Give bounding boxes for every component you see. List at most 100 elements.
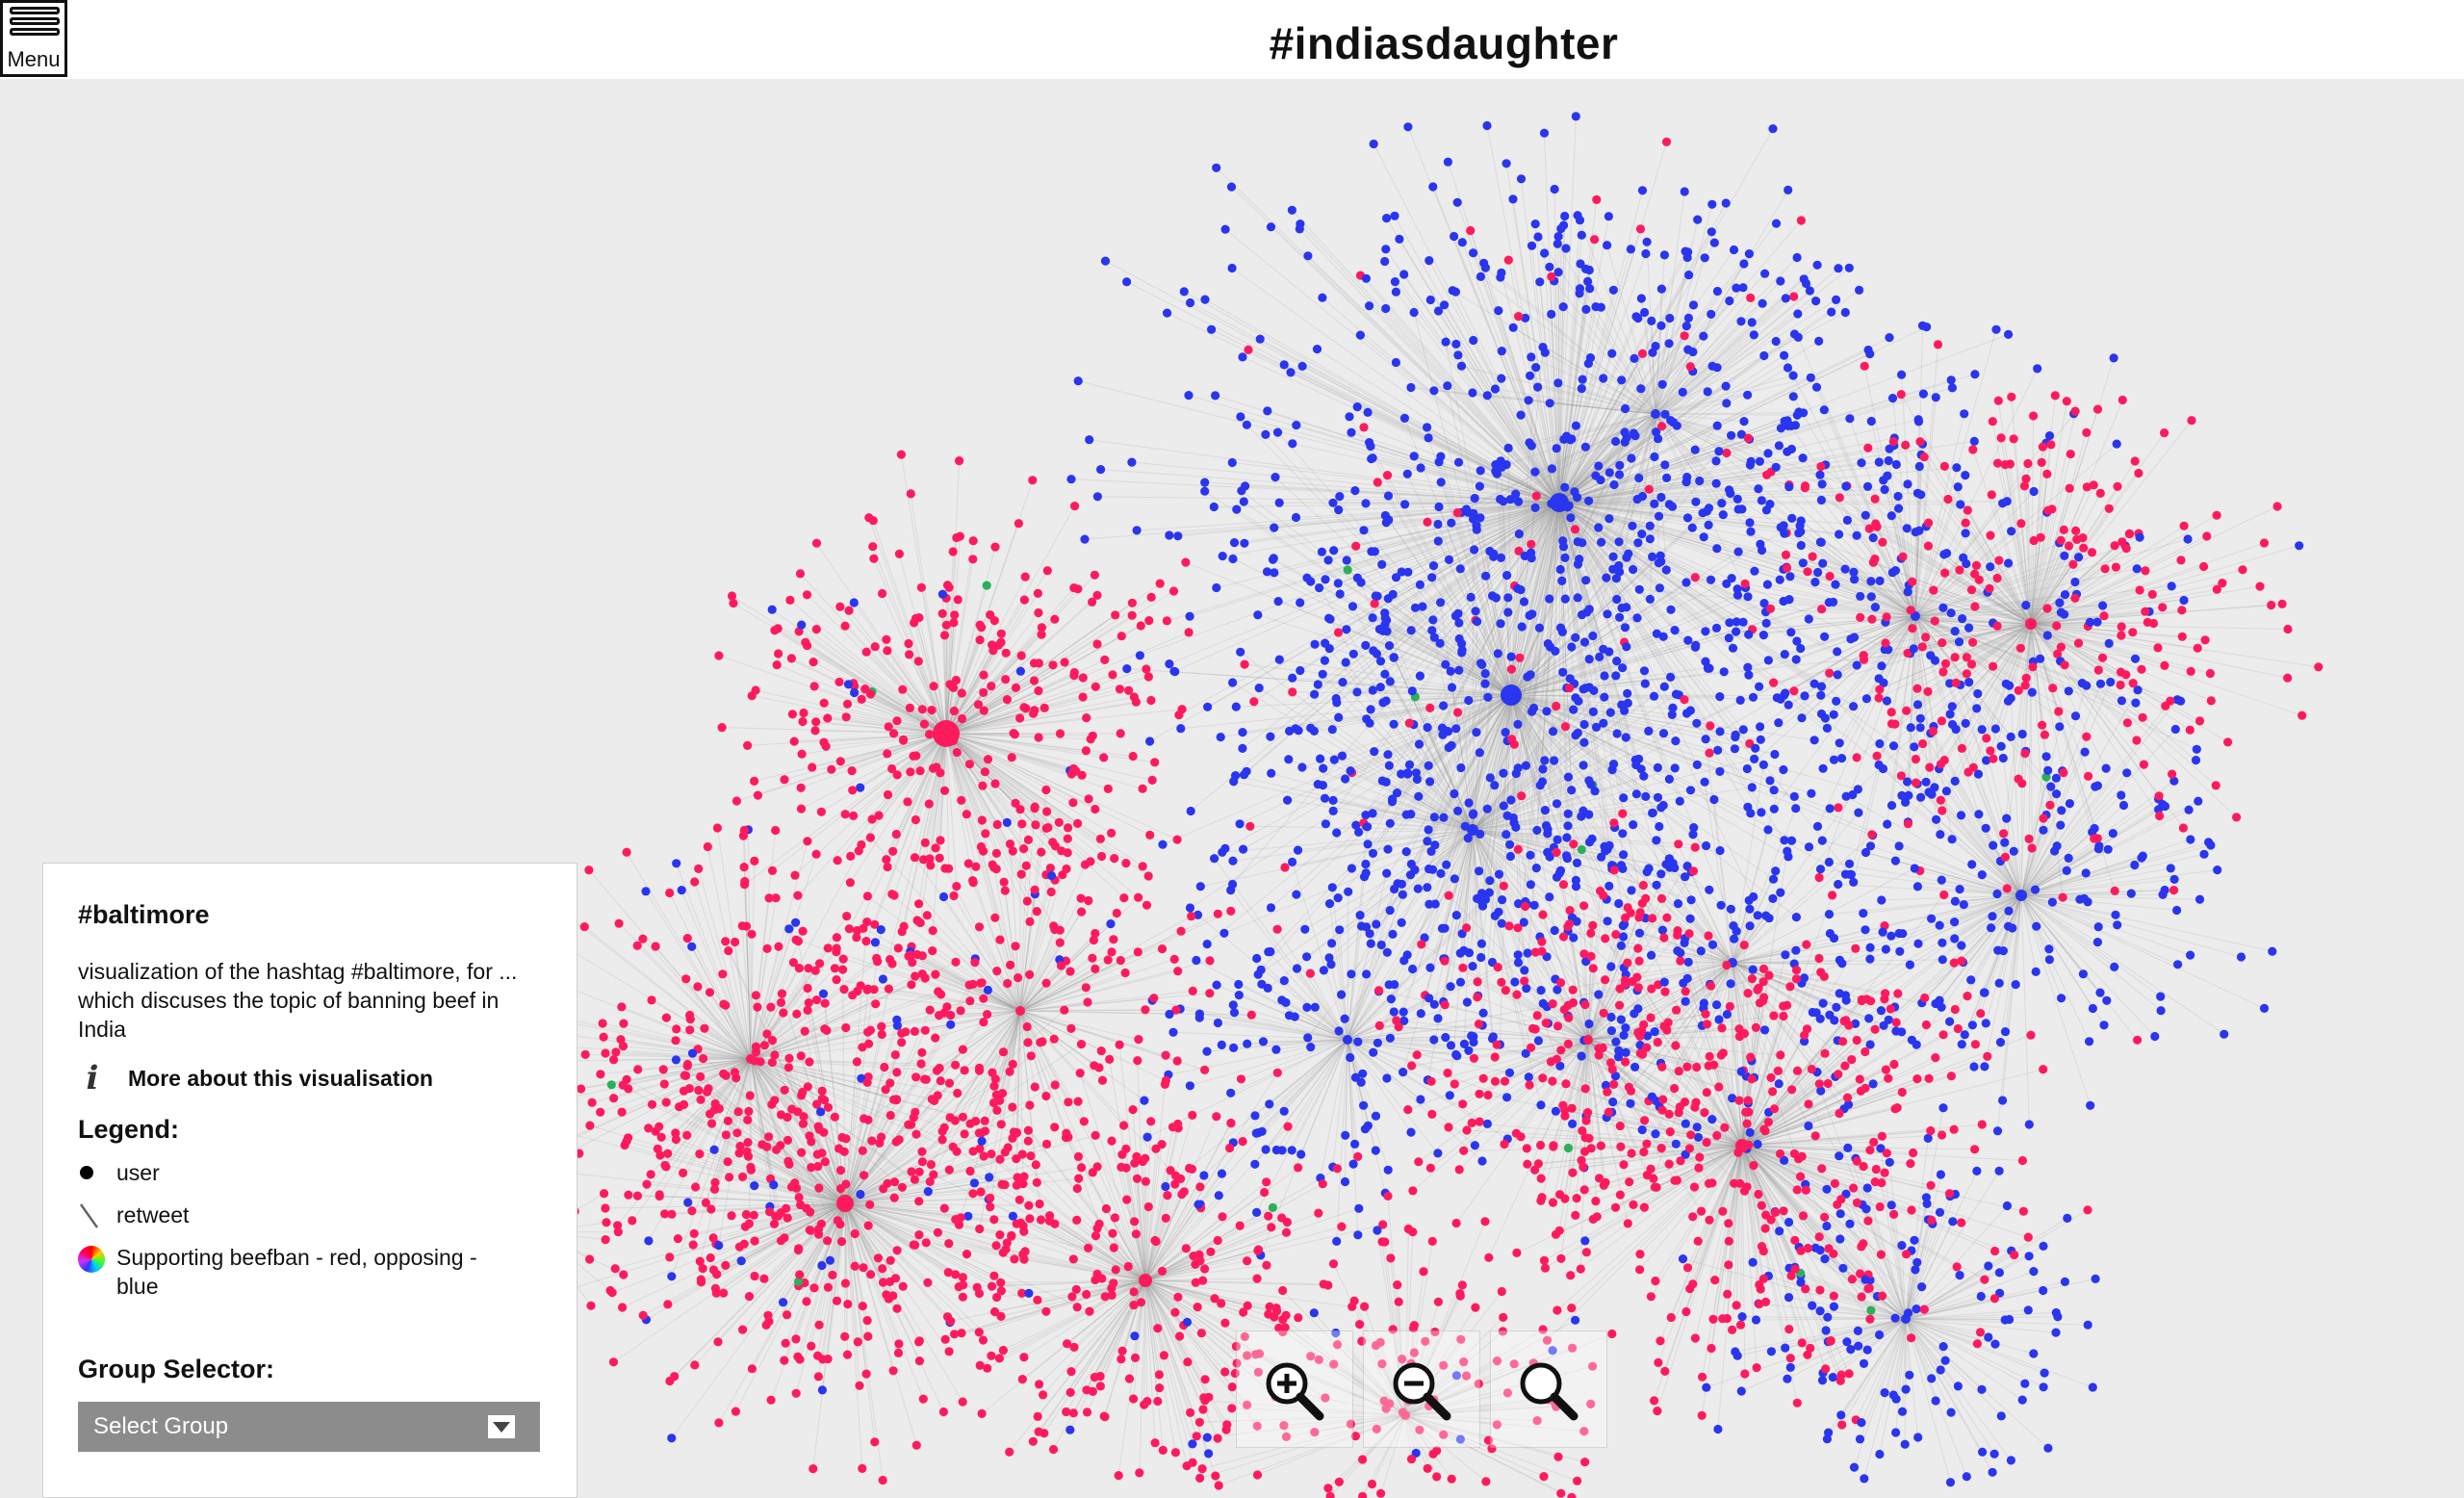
retweet-edge — [1292, 862, 1348, 1041]
retweet-edge — [1400, 502, 1560, 573]
menu-button[interactable]: Menu — [0, 0, 67, 77]
header-bar: Menu #indiasdaughter — [0, 0, 2464, 79]
retweet-edge — [1510, 656, 1600, 696]
retweet-edge — [1412, 694, 1512, 969]
user-node — [1122, 664, 1132, 674]
hamburger-icon — [10, 7, 60, 39]
user-node — [1203, 702, 1213, 711]
retweet-edge — [1476, 502, 1560, 527]
user-node — [1755, 682, 1764, 691]
user-node — [1760, 269, 1770, 278]
retweet-edge — [1277, 431, 1512, 696]
user-node — [1368, 848, 1378, 859]
user-node — [1761, 618, 1771, 629]
retweet-edge — [1655, 374, 1794, 415]
retweet-edge — [2020, 890, 2166, 896]
retweet-edge — [1525, 502, 1560, 766]
retweet-edge — [1655, 413, 1745, 423]
retweet-edge — [1387, 754, 1474, 831]
retweet-edge — [1301, 694, 1512, 768]
retweet-edge — [1472, 829, 1516, 983]
retweet-edge — [1245, 663, 1512, 696]
retweet-edge — [1381, 502, 1560, 565]
retweet-edge — [1410, 387, 1656, 415]
retweet-edge — [1558, 242, 1715, 504]
retweet-edge — [1501, 466, 1560, 504]
retweet-edge — [2020, 699, 2178, 896]
retweet-edge — [1769, 504, 1916, 617]
retweet-edge — [1510, 603, 1765, 696]
user-node — [1453, 457, 1464, 467]
user-node — [1704, 520, 1713, 529]
retweet-edge — [1914, 511, 2048, 617]
user-node — [1902, 524, 1912, 533]
retweet-edge — [1558, 216, 1609, 504]
user-node — [1834, 264, 1843, 273]
retweet-edge — [1510, 626, 1523, 696]
retweet-edge — [1265, 434, 1512, 696]
user-node — [1279, 360, 1289, 370]
retweet-edge — [1472, 829, 1578, 864]
retweet-edge — [1914, 615, 2033, 693]
retweet-edge — [1253, 502, 1560, 703]
user-node — [1891, 459, 1901, 470]
retweet-edge — [1510, 694, 1543, 783]
user-node — [1570, 487, 1579, 497]
retweet-edge — [1655, 254, 1665, 415]
retweet-edge — [1558, 485, 1868, 504]
retweet-edge — [1528, 502, 1560, 616]
retweet-edge — [1249, 825, 1474, 831]
user-node — [1207, 324, 1217, 334]
retweet-edge — [1558, 471, 1772, 504]
retweet-edge — [1510, 506, 1569, 696]
retweet-edge — [1558, 427, 1782, 504]
user-node — [1366, 939, 1375, 948]
user-node — [1666, 605, 1676, 614]
retweet-edge — [1997, 894, 2022, 1131]
user-node — [1622, 642, 1631, 652]
retweet-edge — [1964, 894, 2022, 1035]
retweet-edge — [1327, 502, 1560, 561]
retweet-edge — [1324, 502, 1560, 661]
retweet-edge — [1865, 615, 1916, 699]
user-node — [1274, 655, 1284, 664]
user-node — [1186, 297, 1195, 308]
network-graph[interactable] — [0, 79, 2464, 1498]
user-node — [1370, 547, 1379, 556]
retweet-edge — [1510, 561, 1662, 696]
user-node — [1292, 421, 1301, 430]
retweet-edge — [1558, 502, 1733, 649]
user-node — [1862, 481, 1873, 491]
retweet-edge — [1960, 684, 2022, 896]
user-node — [1092, 492, 1102, 502]
retweet-edge — [1472, 653, 1499, 831]
retweet-edge — [1914, 494, 1922, 617]
retweet-edge — [1644, 312, 1656, 415]
retweet-edge — [1558, 379, 1952, 504]
retweet-edge — [1510, 578, 1732, 696]
retweet-edge — [1393, 657, 1474, 831]
retweet-edge — [1558, 385, 1727, 504]
user-node — [1835, 529, 1844, 539]
retweet-edge — [1462, 829, 1474, 969]
retweet-edge — [1558, 502, 1614, 570]
user-node — [1688, 300, 1699, 310]
retweet-edge — [2020, 894, 2085, 899]
retweet-edge — [1385, 248, 1560, 504]
retweet-edge — [1558, 502, 1787, 568]
user-node — [1584, 776, 1594, 786]
retweet-edge — [1755, 615, 1916, 749]
retweet-edge — [1510, 694, 1795, 797]
retweet-edge — [1351, 694, 1512, 774]
retweet-edge — [2020, 845, 2058, 896]
retweet-edge — [1413, 694, 1512, 726]
retweet-edge — [1558, 448, 1890, 504]
retweet-edge — [1407, 694, 1512, 775]
user-node — [1655, 821, 1664, 832]
retweet-edge — [1297, 829, 1474, 851]
retweet-edge — [1380, 660, 1474, 831]
retweet-edge — [1655, 413, 1761, 545]
retweet-edge — [1510, 694, 1590, 782]
retweet-edge — [1204, 490, 1512, 696]
retweet-edge — [2020, 828, 2095, 896]
